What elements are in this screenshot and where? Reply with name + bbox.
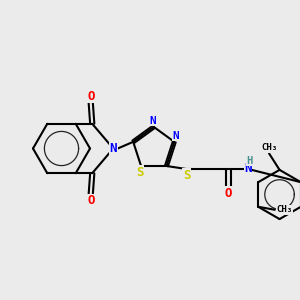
Text: N: N xyxy=(172,131,179,141)
Text: S: S xyxy=(183,169,190,182)
Text: O: O xyxy=(87,90,94,103)
Text: CH₃: CH₃ xyxy=(261,143,277,152)
Text: CH₃: CH₃ xyxy=(276,205,292,214)
Text: H: H xyxy=(246,156,253,166)
Text: N: N xyxy=(110,142,117,155)
Text: O: O xyxy=(87,194,94,207)
Text: O: O xyxy=(225,187,232,200)
Text: N: N xyxy=(149,116,156,126)
Text: N: N xyxy=(244,162,252,175)
Text: S: S xyxy=(136,166,143,179)
